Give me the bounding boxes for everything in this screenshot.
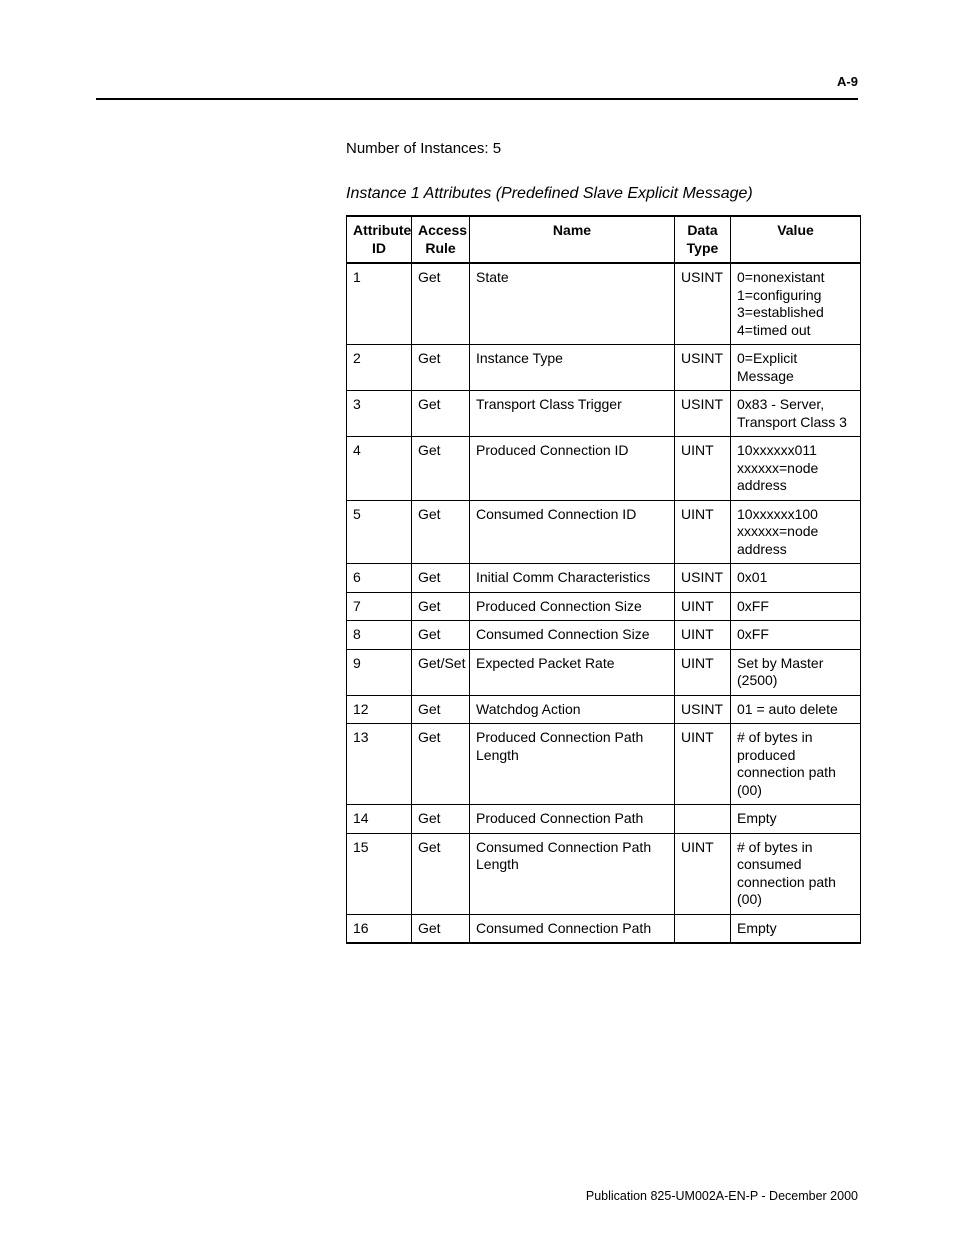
cell-value: 10xxxxxx011xxxxxx=node address (731, 437, 861, 501)
table-row: 14GetProduced Connection Path Empty (347, 805, 861, 834)
col-header-value: Value (731, 216, 861, 263)
col-header-dtype: DataType (675, 216, 731, 263)
cell-value: 0=Explicit Message (731, 345, 861, 391)
cell-access: Get (412, 437, 470, 501)
cell-access: Get (412, 263, 470, 345)
publication-footer: Publication 825-UM002A-EN-P - December 2… (586, 1189, 858, 1203)
table-row: 6GetInitial Comm CharacteristicsUSINT0x0… (347, 564, 861, 593)
cell-attr_id: 12 (347, 695, 412, 724)
page-number: A-9 (837, 74, 858, 89)
cell-name: State (470, 263, 675, 345)
table-row: 1GetStateUSINT0=nonexistant1=configuring… (347, 263, 861, 345)
cell-name: Consumed Connection Path (470, 914, 675, 943)
table-row: 3GetTransport Class TriggerUSINT0x83 - S… (347, 391, 861, 437)
cell-attr_id: 8 (347, 621, 412, 650)
cell-dtype: USINT (675, 345, 731, 391)
cell-access: Get (412, 805, 470, 834)
cell-dtype: UINT (675, 592, 731, 621)
cell-access: Get (412, 345, 470, 391)
cell-value: # of bytes in consumed connection path (… (731, 833, 861, 914)
cell-access: Get (412, 592, 470, 621)
cell-value: Empty (731, 914, 861, 943)
cell-name: Produced Connection Size (470, 592, 675, 621)
cell-name: Consumed Connection ID (470, 500, 675, 564)
table-row: 4GetProduced Connection IDUINT10xxxxxx01… (347, 437, 861, 501)
page: A-9 Number of Instances: 5 Instance 1 At… (0, 0, 954, 1235)
cell-attr_id: 15 (347, 833, 412, 914)
table-title: Instance 1 Attributes (Predefined Slave … (346, 185, 860, 203)
cell-attr_id: 3 (347, 391, 412, 437)
top-rule (96, 98, 858, 100)
cell-attr_id: 4 (347, 437, 412, 501)
col-header-name: Name (470, 216, 675, 263)
cell-access: Get (412, 500, 470, 564)
table-row: 13GetProduced Connection Path LengthUINT… (347, 724, 861, 805)
cell-value: 10xxxxxx100xxxxxx=node address (731, 500, 861, 564)
cell-access: Get (412, 724, 470, 805)
table-row: 2GetInstance TypeUSINT0=Explicit Message (347, 345, 861, 391)
table-header: AttributeID AccessRule Name DataType Val… (347, 216, 861, 263)
cell-value: 0x01 (731, 564, 861, 593)
cell-value: 0=nonexistant1=configuring3=established4… (731, 263, 861, 345)
cell-value: 0xFF (731, 592, 861, 621)
cell-dtype (675, 914, 731, 943)
cell-name: Produced Connection ID (470, 437, 675, 501)
table-row: 16GetConsumed Connection Path Empty (347, 914, 861, 943)
cell-attr_id: 7 (347, 592, 412, 621)
cell-dtype: USINT (675, 564, 731, 593)
table-body: 1GetStateUSINT0=nonexistant1=configuring… (347, 263, 861, 943)
cell-access: Get (412, 391, 470, 437)
cell-access: Get (412, 833, 470, 914)
cell-name: Expected Packet Rate (470, 649, 675, 695)
table-row: 12GetWatchdog ActionUSINT01 = auto delet… (347, 695, 861, 724)
cell-access: Get (412, 695, 470, 724)
cell-dtype (675, 805, 731, 834)
cell-value: Empty (731, 805, 861, 834)
cell-attr_id: 9 (347, 649, 412, 695)
content-area: Number of Instances: 5 Instance 1 Attrib… (346, 140, 860, 944)
cell-dtype: UINT (675, 437, 731, 501)
cell-access: Get (412, 564, 470, 593)
cell-value: 01 = auto delete (731, 695, 861, 724)
cell-access: Get (412, 914, 470, 943)
cell-dtype: UINT (675, 649, 731, 695)
table-row: 9Get/SetExpected Packet RateUINTSet by M… (347, 649, 861, 695)
cell-name: Initial Comm Characteristics (470, 564, 675, 593)
cell-value: 0xFF (731, 621, 861, 650)
cell-name: Transport Class Trigger (470, 391, 675, 437)
cell-dtype: USINT (675, 263, 731, 345)
cell-attr_id: 6 (347, 564, 412, 593)
cell-name: Produced Connection Path (470, 805, 675, 834)
cell-name: Consumed Connection Path Length (470, 833, 675, 914)
instances-count: Number of Instances: 5 (346, 140, 860, 157)
cell-attr_id: 14 (347, 805, 412, 834)
col-header-access: AccessRule (412, 216, 470, 263)
table-row: 15GetConsumed Connection Path LengthUINT… (347, 833, 861, 914)
cell-dtype: USINT (675, 695, 731, 724)
cell-access: Get (412, 621, 470, 650)
cell-name: Watchdog Action (470, 695, 675, 724)
table-row: 5GetConsumed Connection IDUINT10xxxxxx10… (347, 500, 861, 564)
cell-name: Produced Connection Path Length (470, 724, 675, 805)
cell-name: Consumed Connection Size (470, 621, 675, 650)
cell-name: Instance Type (470, 345, 675, 391)
col-header-attr-id: AttributeID (347, 216, 412, 263)
cell-dtype: UINT (675, 833, 731, 914)
cell-dtype: UINT (675, 500, 731, 564)
attributes-table: AttributeID AccessRule Name DataType Val… (346, 215, 861, 944)
cell-dtype: UINT (675, 724, 731, 805)
table-row: 7GetProduced Connection SizeUINT0xFF (347, 592, 861, 621)
cell-value: # of bytes in produced connection path (… (731, 724, 861, 805)
cell-dtype: USINT (675, 391, 731, 437)
cell-attr_id: 16 (347, 914, 412, 943)
cell-attr_id: 1 (347, 263, 412, 345)
table-row: 8GetConsumed Connection SizeUINT0xFF (347, 621, 861, 650)
cell-attr_id: 5 (347, 500, 412, 564)
cell-access: Get/Set (412, 649, 470, 695)
cell-value: 0x83 - Server, Transport Class 3 (731, 391, 861, 437)
cell-attr_id: 13 (347, 724, 412, 805)
cell-value: Set by Master (2500) (731, 649, 861, 695)
cell-attr_id: 2 (347, 345, 412, 391)
cell-dtype: UINT (675, 621, 731, 650)
